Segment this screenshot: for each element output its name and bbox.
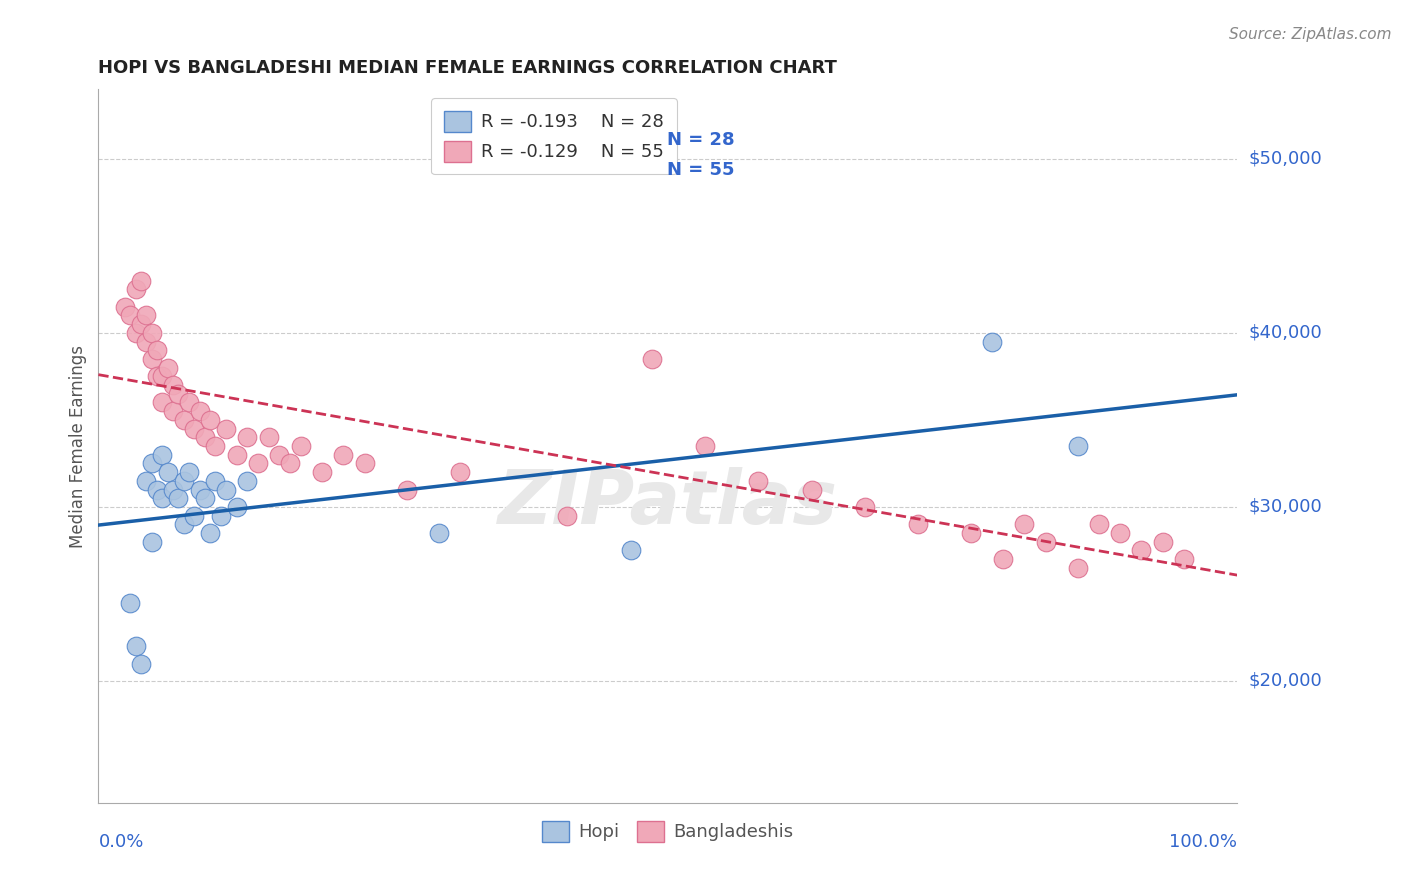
- Point: [188, 404, 211, 418]
- Point: [960, 526, 983, 541]
- Point: [1066, 561, 1088, 575]
- Point: [449, 465, 471, 479]
- Point: [173, 413, 195, 427]
- Point: [150, 369, 173, 384]
- Point: [991, 552, 1014, 566]
- Point: [198, 526, 221, 541]
- Point: [1152, 534, 1174, 549]
- Point: [247, 457, 270, 471]
- Point: [204, 439, 226, 453]
- Point: [555, 508, 578, 523]
- Point: [162, 378, 184, 392]
- Point: [396, 483, 419, 497]
- Point: [290, 439, 312, 453]
- Point: [311, 465, 333, 479]
- Point: [236, 474, 259, 488]
- Point: [156, 465, 179, 479]
- Point: [173, 474, 195, 488]
- Point: [747, 474, 769, 488]
- Point: [1035, 534, 1057, 549]
- Point: [124, 639, 146, 653]
- Text: HOPI VS BANGLADESHI MEDIAN FEMALE EARNINGS CORRELATION CHART: HOPI VS BANGLADESHI MEDIAN FEMALE EARNIN…: [98, 59, 838, 77]
- Text: $20,000: $20,000: [1249, 672, 1322, 690]
- Point: [146, 343, 169, 358]
- Point: [135, 474, 157, 488]
- Point: [209, 508, 232, 523]
- Point: [150, 395, 173, 409]
- Point: [194, 430, 217, 444]
- Point: [236, 430, 259, 444]
- Point: [129, 317, 152, 331]
- Point: [124, 326, 146, 340]
- Point: [427, 526, 450, 541]
- Point: [120, 596, 142, 610]
- Point: [177, 395, 200, 409]
- Point: [135, 334, 157, 349]
- Point: [167, 491, 190, 506]
- Text: N = 28: N = 28: [666, 131, 735, 149]
- Y-axis label: Median Female Earnings: Median Female Earnings: [69, 344, 87, 548]
- Point: [204, 474, 226, 488]
- Point: [332, 448, 354, 462]
- Text: 0.0%: 0.0%: [98, 833, 143, 851]
- Text: Source: ZipAtlas.com: Source: ZipAtlas.com: [1229, 27, 1392, 42]
- Point: [177, 465, 200, 479]
- Point: [129, 657, 152, 671]
- Point: [693, 439, 716, 453]
- Point: [215, 483, 238, 497]
- Point: [1109, 526, 1132, 541]
- Point: [353, 457, 375, 471]
- Point: [141, 326, 163, 340]
- Text: ZIPatlas: ZIPatlas: [498, 467, 838, 540]
- Point: [141, 457, 163, 471]
- Point: [269, 448, 291, 462]
- Point: [907, 517, 929, 532]
- Point: [1173, 552, 1195, 566]
- Point: [981, 334, 1004, 349]
- Point: [135, 309, 157, 323]
- Text: N = 55: N = 55: [666, 161, 735, 179]
- Point: [146, 483, 169, 497]
- Point: [162, 483, 184, 497]
- Point: [257, 430, 280, 444]
- Point: [167, 386, 190, 401]
- Point: [1066, 439, 1088, 453]
- Text: 100.0%: 100.0%: [1170, 833, 1237, 851]
- Point: [194, 491, 217, 506]
- Point: [173, 517, 195, 532]
- Point: [278, 457, 301, 471]
- Point: [146, 369, 169, 384]
- Point: [156, 360, 179, 375]
- Point: [1088, 517, 1111, 532]
- Point: [853, 500, 876, 514]
- Point: [188, 483, 211, 497]
- Point: [183, 421, 205, 435]
- Point: [114, 300, 136, 314]
- Text: $30,000: $30,000: [1249, 498, 1322, 516]
- Legend: Hopi, Bangladeshis: Hopi, Bangladeshis: [533, 812, 803, 851]
- Point: [225, 448, 247, 462]
- Text: $50,000: $50,000: [1249, 150, 1322, 168]
- Point: [800, 483, 823, 497]
- Point: [150, 448, 173, 462]
- Point: [215, 421, 238, 435]
- Point: [1130, 543, 1153, 558]
- Point: [183, 508, 205, 523]
- Point: [620, 543, 643, 558]
- Point: [150, 491, 173, 506]
- Point: [641, 351, 664, 366]
- Point: [198, 413, 221, 427]
- Point: [141, 534, 163, 549]
- Point: [1014, 517, 1036, 532]
- Point: [124, 282, 146, 296]
- Point: [225, 500, 247, 514]
- Point: [129, 274, 152, 288]
- Point: [120, 309, 142, 323]
- Point: [141, 351, 163, 366]
- Point: [162, 404, 184, 418]
- Text: $40,000: $40,000: [1249, 324, 1322, 342]
